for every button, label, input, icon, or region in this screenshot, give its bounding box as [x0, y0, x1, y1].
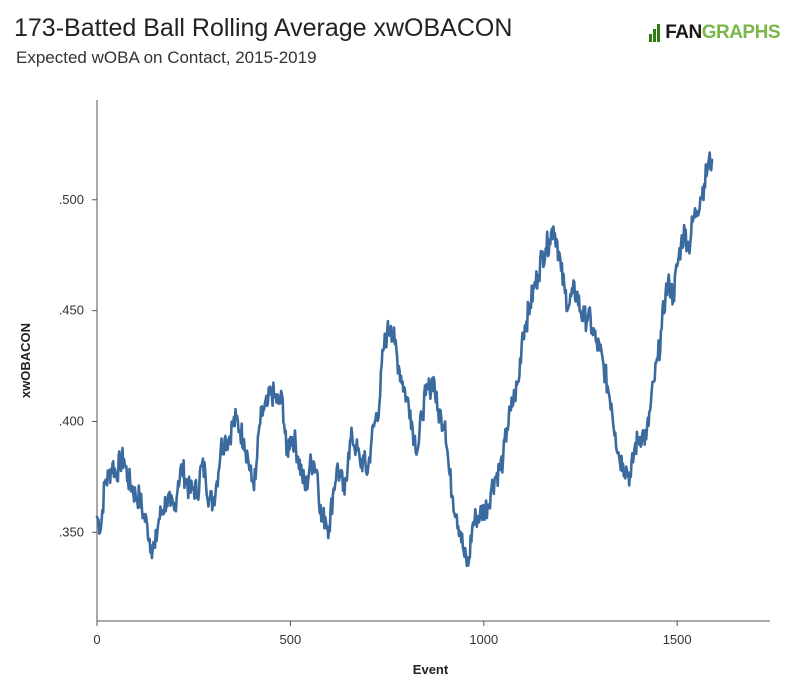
logo-text-fan: FAN	[665, 22, 702, 43]
logo-text-graphs: GRAPHS	[701, 22, 781, 43]
chart-title: 173-Batted Ball Rolling Average xwOBACON	[14, 14, 513, 42]
y-tick-label: .350	[59, 524, 84, 539]
chart-ticks: 0 500 1000 1500 .350 .400 .450 .500	[59, 192, 692, 647]
x-tick-label: 1500	[663, 632, 692, 647]
logo-bars-icon	[649, 24, 663, 42]
y-axis-title: xwOBACON	[18, 323, 33, 398]
chart-series	[95, 151, 714, 568]
x-tick-label: 1000	[469, 632, 498, 647]
y-tick-label: .450	[59, 303, 84, 318]
x-tick-label: 500	[280, 632, 302, 647]
x-axis-title: Event	[413, 662, 449, 677]
chart-subtitle: Expected wOBA on Contact, 2015-2019	[16, 48, 317, 67]
x-tick-label: 0	[93, 632, 100, 647]
y-tick-label: .400	[59, 413, 84, 428]
y-tick-label: .500	[59, 192, 84, 207]
chart-axes	[96, 100, 770, 622]
fangraphs-logo: FAN GRAPHS	[649, 22, 781, 44]
series-line	[95, 151, 714, 568]
